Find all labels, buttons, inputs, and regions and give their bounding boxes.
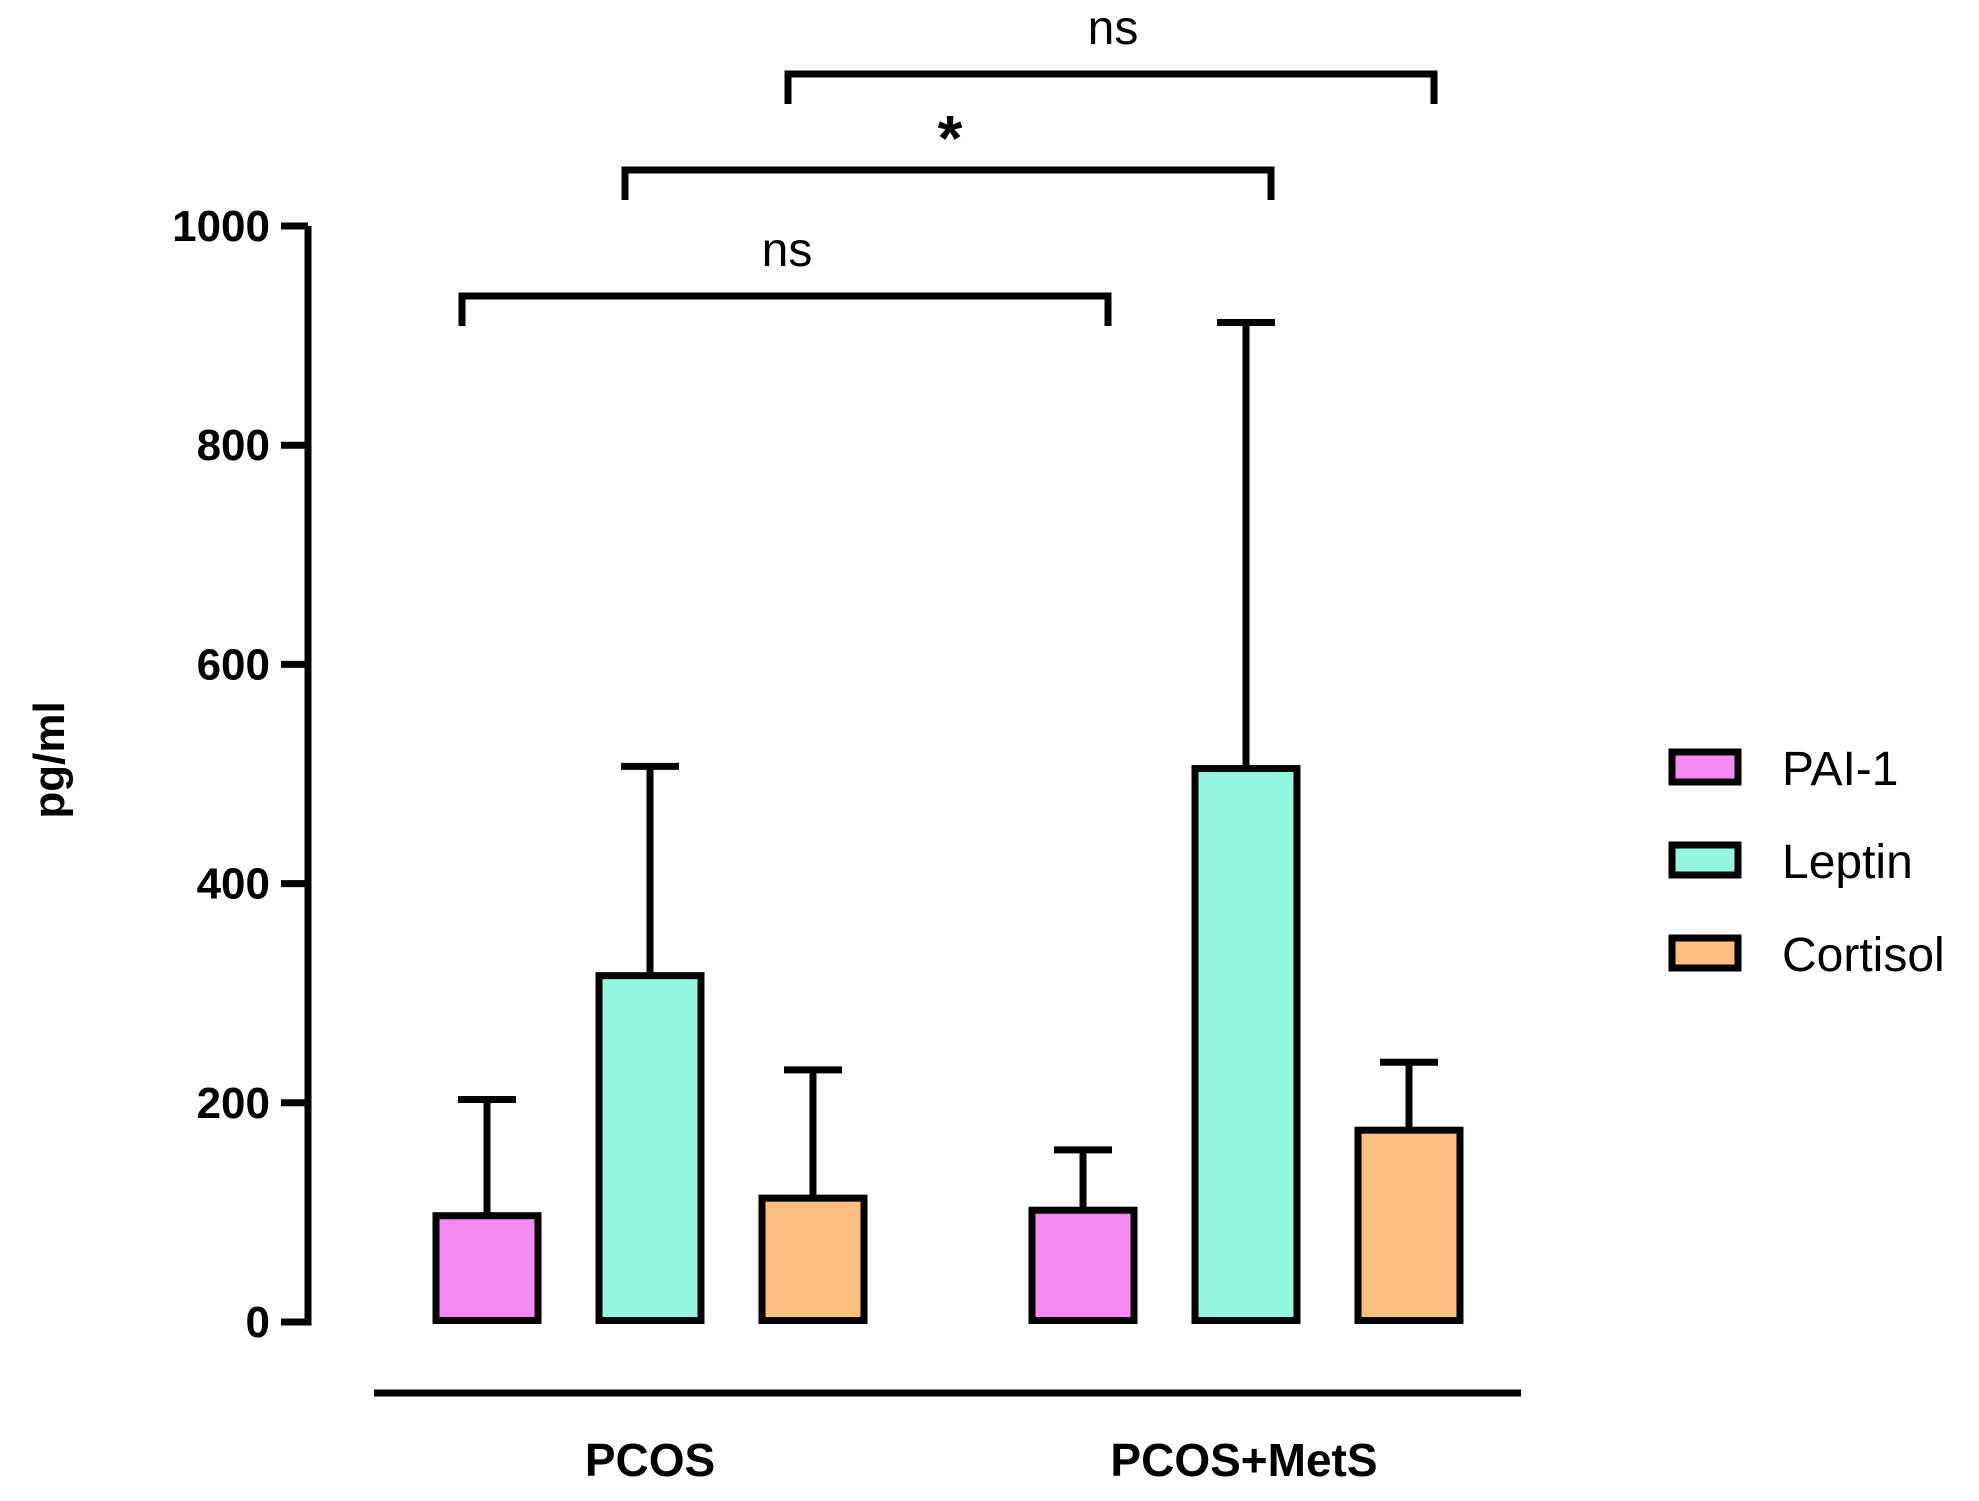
bar-leptin-pcos bbox=[595, 972, 705, 1324]
x-group-label: PCOS bbox=[585, 1434, 715, 1486]
legend-label-cortisol: Cortisol bbox=[1782, 929, 1945, 982]
y-tick-label: 1000 bbox=[172, 202, 270, 251]
y-tick-label: 0 bbox=[246, 1298, 270, 1347]
y-axis-title: pg/ml bbox=[25, 701, 74, 818]
legend-swatch-leptin bbox=[1668, 841, 1742, 879]
bar-pai-1-pcos-mets bbox=[1028, 1206, 1138, 1325]
y-tick-label: 600 bbox=[197, 640, 270, 689]
bar-leptin-pcos-mets bbox=[1191, 765, 1301, 1324]
significance-bracket bbox=[621, 166, 1275, 200]
significance-brackets: ns * ns bbox=[458, 2, 1438, 326]
legend-label-leptin: Leptin bbox=[1782, 836, 1913, 889]
bar-cortisol-pcos-mets bbox=[1354, 1126, 1464, 1324]
bar-cortisol-pcos bbox=[758, 1194, 868, 1324]
x-group-label: PCOS+MetS bbox=[1110, 1434, 1377, 1486]
y-tick-label: 400 bbox=[197, 860, 270, 909]
error-bars bbox=[458, 318, 1438, 1216]
y-tick-label: 200 bbox=[197, 1079, 270, 1128]
legend-label-pai-1: PAI-1 bbox=[1782, 743, 1898, 796]
legend-swatch-cortisol bbox=[1668, 934, 1742, 972]
x-axis: PCOS PCOS+MetS bbox=[374, 1389, 1521, 1486]
bar-pai-1-pcos bbox=[432, 1212, 542, 1324]
y-tick-label: 800 bbox=[197, 421, 270, 470]
significance-bracket bbox=[784, 70, 1438, 104]
legend-swatch-pai-1 bbox=[1668, 748, 1742, 786]
significance-bracket bbox=[458, 292, 1112, 326]
legend: PAI-1 Leptin Cortisol bbox=[1668, 743, 1945, 982]
significance-label: * bbox=[938, 102, 963, 174]
significance-label: ns bbox=[762, 224, 813, 277]
bars bbox=[432, 765, 1464, 1325]
significance-label: ns bbox=[1088, 2, 1139, 55]
y-axis: 0 200 400 600 800 1000 bbox=[172, 202, 312, 1347]
